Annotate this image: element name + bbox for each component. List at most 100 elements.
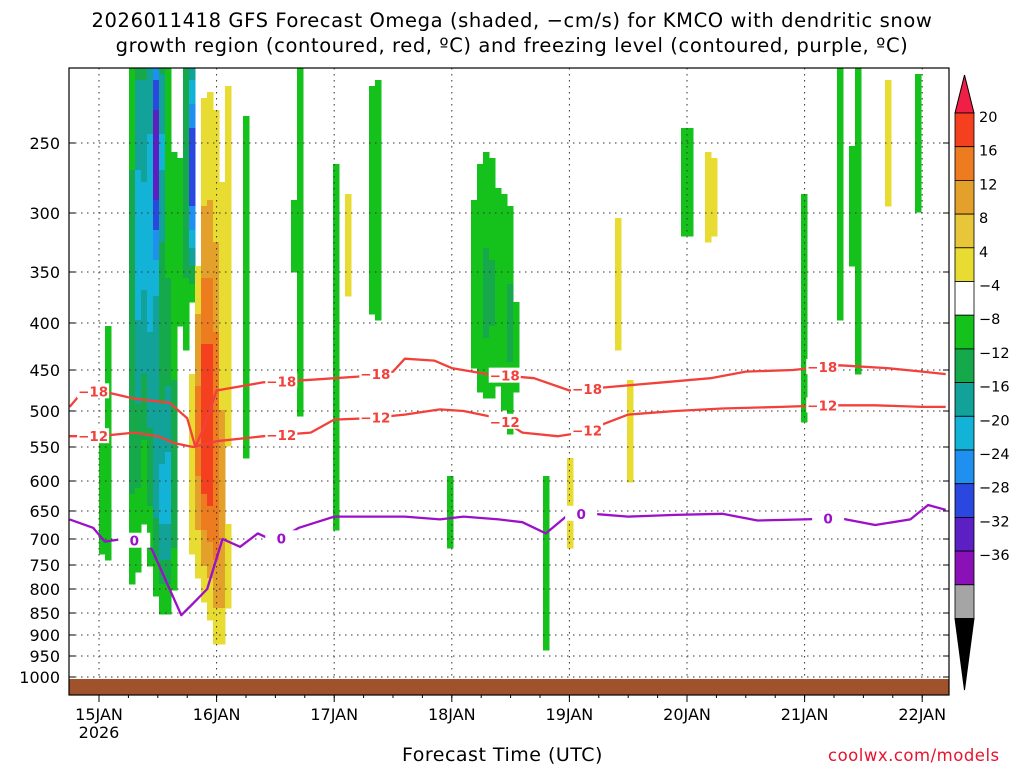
omega-cell bbox=[705, 236, 712, 243]
omega-cell bbox=[477, 374, 484, 381]
omega-cell bbox=[447, 536, 454, 543]
omega-cell bbox=[369, 182, 376, 189]
omega-cell bbox=[687, 176, 694, 183]
omega-cell bbox=[105, 482, 112, 489]
omega-cell bbox=[477, 314, 484, 321]
omega-cell bbox=[333, 458, 340, 465]
omega-cell bbox=[189, 296, 196, 303]
omega-cell bbox=[369, 170, 376, 177]
omega-cell bbox=[165, 272, 172, 279]
omega-cell bbox=[483, 374, 490, 381]
omega-cell bbox=[483, 212, 490, 219]
omega-cell bbox=[153, 80, 160, 87]
omega-cell bbox=[207, 284, 214, 291]
omega-cell bbox=[471, 224, 478, 231]
omega-cell bbox=[141, 260, 148, 267]
omega-cell bbox=[129, 176, 136, 183]
omega-cell bbox=[225, 416, 232, 423]
omega-cell bbox=[507, 398, 514, 405]
omega-cell bbox=[135, 380, 142, 387]
omega-cell bbox=[189, 104, 196, 111]
omega-cell bbox=[129, 218, 136, 225]
omega-cell bbox=[147, 518, 154, 525]
omega-cell bbox=[159, 422, 166, 429]
omega-cell bbox=[213, 158, 220, 165]
omega-cell bbox=[219, 596, 226, 603]
omega-cell bbox=[201, 524, 208, 531]
omega-cell bbox=[159, 464, 166, 471]
omega-cell bbox=[141, 80, 148, 87]
omega-cell bbox=[885, 152, 892, 159]
omega-cell bbox=[159, 488, 166, 495]
omega-cell bbox=[171, 254, 178, 261]
omega-cell bbox=[105, 368, 112, 375]
omega-cell bbox=[243, 392, 250, 399]
omega-cell bbox=[159, 248, 166, 255]
omega-cell bbox=[297, 314, 304, 321]
omega-cell bbox=[225, 572, 232, 579]
omega-cell bbox=[477, 380, 484, 387]
omega-cell bbox=[477, 320, 484, 327]
omega-cell bbox=[885, 158, 892, 165]
omega-cell bbox=[369, 104, 376, 111]
omega-cell bbox=[159, 308, 166, 315]
omega-cell bbox=[225, 350, 232, 357]
omega-cell bbox=[375, 86, 382, 93]
omega-cell bbox=[297, 398, 304, 405]
omega-cell bbox=[225, 152, 232, 159]
omega-cell bbox=[105, 494, 112, 501]
omega-cell bbox=[171, 272, 178, 279]
omega-cell bbox=[711, 212, 718, 219]
omega-cell bbox=[153, 356, 160, 363]
omega-cell bbox=[855, 218, 862, 225]
omega-cell bbox=[159, 542, 166, 549]
omega-cell bbox=[213, 230, 220, 237]
omega-cell bbox=[855, 110, 862, 117]
omega-cell bbox=[507, 314, 514, 321]
omega-cell bbox=[855, 128, 862, 135]
omega-cell bbox=[225, 260, 232, 267]
omega-cell bbox=[345, 266, 352, 273]
omega-cell bbox=[189, 272, 196, 279]
omega-cell bbox=[201, 566, 208, 573]
omega-cell bbox=[189, 410, 196, 417]
omega-cell bbox=[801, 368, 808, 375]
omega-cell bbox=[705, 170, 712, 177]
omega-cell bbox=[201, 98, 208, 105]
omega-cell bbox=[153, 176, 160, 183]
omega-cell bbox=[243, 164, 250, 171]
omega-cell bbox=[801, 314, 808, 321]
omega-cell bbox=[213, 176, 220, 183]
omega-cell bbox=[471, 200, 478, 207]
omega-cell bbox=[243, 284, 250, 291]
omega-cell bbox=[105, 500, 112, 507]
omega-cell bbox=[195, 308, 202, 315]
omega-cell bbox=[165, 212, 172, 219]
omega-cell bbox=[171, 428, 178, 435]
omega-cell bbox=[225, 98, 232, 105]
omega-cell bbox=[213, 170, 220, 177]
omega-cell bbox=[135, 206, 142, 213]
omega-cell bbox=[477, 338, 484, 345]
omega-cell bbox=[177, 218, 184, 225]
omega-cell bbox=[159, 344, 166, 351]
omega-cell bbox=[297, 110, 304, 117]
omega-cell bbox=[225, 362, 232, 369]
omega-cell bbox=[291, 242, 298, 249]
omega-cell bbox=[207, 104, 214, 111]
omega-cell bbox=[147, 560, 154, 567]
omega-cell bbox=[135, 218, 142, 225]
omega-cell bbox=[165, 458, 172, 465]
omega-cell bbox=[501, 362, 508, 369]
omega-cell bbox=[141, 296, 148, 303]
omega-cell bbox=[837, 140, 844, 147]
omega-cell bbox=[207, 614, 214, 621]
omega-cell bbox=[225, 398, 232, 405]
omega-cell bbox=[153, 206, 160, 213]
omega-cell bbox=[219, 308, 226, 315]
omega-cell bbox=[477, 206, 484, 213]
omega-cell bbox=[135, 260, 142, 267]
omega-cell bbox=[333, 242, 340, 249]
omega-cell bbox=[171, 446, 178, 453]
omega-cell bbox=[219, 272, 226, 279]
